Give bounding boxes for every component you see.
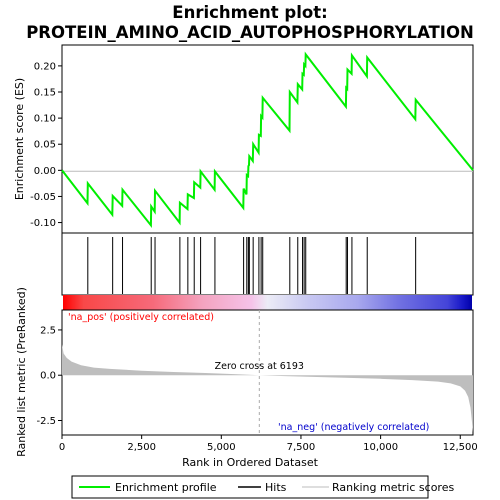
x-tick-label: 0 bbox=[59, 442, 65, 453]
ranked-metric-panel: Zero cross at 6193 'na_pos' (positively … bbox=[15, 287, 474, 457]
enrichment-profile-line bbox=[61, 51, 474, 228]
legend: Enrichment profile Hits Ranking metric s… bbox=[71, 475, 454, 499]
es-y-tick-label: -0.05 bbox=[30, 192, 56, 203]
x-tick-label: 5,000 bbox=[207, 442, 236, 453]
es-y-tick-label: 0.00 bbox=[34, 166, 56, 177]
legend-enrichment-label: Enrichment profile bbox=[115, 481, 217, 494]
enrichment-panel-frame bbox=[61, 44, 474, 234]
es-y-tick-label: 0.15 bbox=[34, 88, 56, 99]
es-y-tick-label: 0.20 bbox=[34, 61, 56, 72]
ranking-color-bar bbox=[63, 295, 472, 310]
pos-correlated-label: 'na_pos' (positively correlated) bbox=[68, 312, 214, 323]
enrichment-ylabel: Enrichment score (ES) bbox=[13, 78, 26, 200]
chart-title-line2: PROTEIN_AMINO_ACID_AUTOPHOSPHORYLATION bbox=[26, 23, 474, 42]
chart-title-line1: Enrichment plot: bbox=[172, 3, 327, 22]
enrichment-panel: -0.10 -0.05 0.00 0.05 0.10 0.15 0.20 Enrichmen… bbox=[13, 44, 474, 234]
es-y-tick-label: -0.10 bbox=[30, 218, 56, 229]
ranking-metric-area bbox=[62, 344, 473, 433]
x-axis-label: Rank in Ordered Dataset bbox=[182, 456, 319, 469]
x-tick-label: 12,500 bbox=[443, 442, 478, 453]
hits-panel-frame bbox=[61, 232, 474, 296]
ranked-metric-ylabel: Ranked list metric (PreRanked) bbox=[15, 287, 28, 457]
x-tick-label: 2,500 bbox=[127, 442, 156, 453]
metric-y-tick-label: -2.5 bbox=[36, 416, 56, 427]
neg-correlated-label: 'na_neg' (negatively correlated) bbox=[278, 422, 429, 433]
es-y-tick-label: 0.10 bbox=[34, 114, 56, 125]
zero-cross-label: Zero cross at 6193 bbox=[215, 361, 304, 372]
x-tick-label: 10,000 bbox=[363, 442, 398, 453]
metric-y-tick-label: 0.0 bbox=[40, 371, 56, 382]
es-y-tick-label: 0.05 bbox=[34, 140, 56, 151]
x-tick-label: 7,500 bbox=[287, 442, 316, 453]
metric-y-tick-label: 2.5 bbox=[40, 325, 56, 336]
legend-metric-label: Ranking metric scores bbox=[332, 481, 454, 494]
hits-panel bbox=[61, 232, 474, 296]
legend-hits-label: Hits bbox=[265, 481, 287, 494]
